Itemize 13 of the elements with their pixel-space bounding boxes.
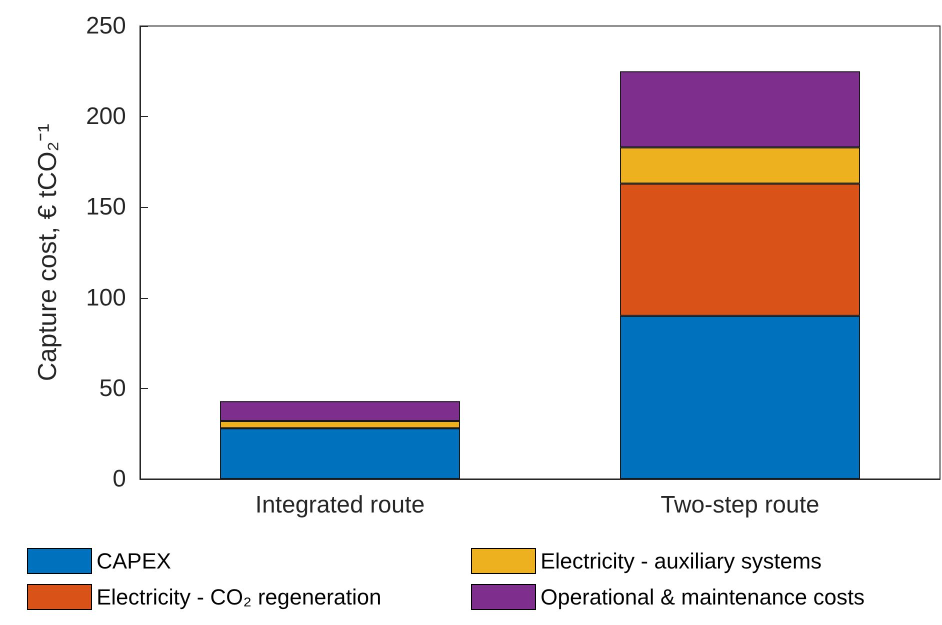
y-tick-label: 150 bbox=[86, 194, 126, 221]
x-tick-label: Two-step route bbox=[660, 492, 820, 518]
y-axis-title: Capture cost, € tCO₂⁻¹ bbox=[32, 123, 62, 382]
legend-label: Electricity - auxiliary systems bbox=[540, 548, 822, 574]
y-tick-label: 250 bbox=[86, 12, 126, 40]
y-tick-label: 50 bbox=[99, 374, 126, 402]
legend-label: Operational & maintenance costs bbox=[540, 584, 865, 610]
x-tick-label: Integrated route bbox=[255, 492, 425, 518]
legend-label: Electricity - CO₂ regeneration bbox=[96, 584, 382, 610]
legend-label: CAPEX bbox=[96, 548, 172, 574]
y-tick-label: 0 bbox=[112, 466, 126, 492]
y-tick-label: 100 bbox=[86, 284, 126, 312]
y-tick-label: 200 bbox=[86, 103, 126, 130]
